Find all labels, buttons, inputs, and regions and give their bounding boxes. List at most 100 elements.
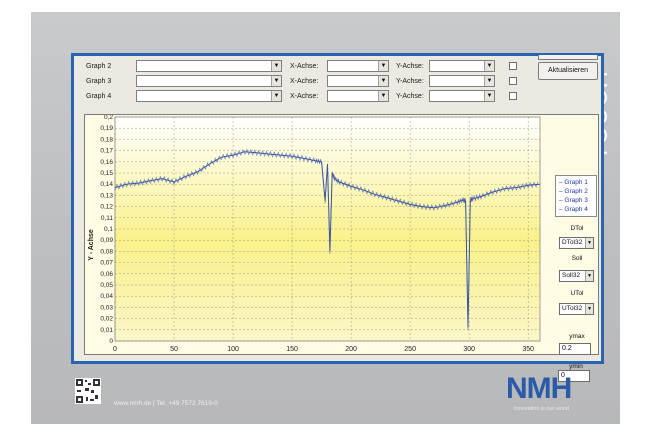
x-axis-label: X-Achse: xyxy=(290,78,319,85)
y-axis-title: Y - Achse xyxy=(88,229,95,261)
x-tick-label: 50 xyxy=(170,346,178,353)
y-tick-label: 0,13 xyxy=(100,192,113,199)
legend-item: – Graph 4 xyxy=(559,206,588,213)
chevron-down-icon[interactable]: ▼ xyxy=(484,61,494,71)
y-axis-select[interactable]: ▼ xyxy=(429,60,495,72)
graph-select[interactable]: ▼ xyxy=(136,90,282,102)
ymax-input[interactable]: 0.2 xyxy=(559,343,591,355)
x-tick-labels: 0 50 100 150 200 250 300 350 xyxy=(113,346,534,353)
legend-label: Graph 1 xyxy=(564,179,588,186)
y-tick-label: 0,02 xyxy=(100,316,113,323)
legend-label: Graph 2 xyxy=(564,188,588,195)
app-window: Graph 2 ▼ X-Achse: ▼ Y-Achse: ▼ Graph 3 … xyxy=(71,53,604,382)
graph-label: Graph 4 xyxy=(86,93,112,100)
y-tick-label: 0,07 xyxy=(100,260,113,267)
y-tick-label: 0,18 xyxy=(100,136,113,143)
x-tick-label: 150 xyxy=(286,346,298,353)
chevron-down-icon[interactable]: ▼ xyxy=(271,91,281,101)
y-tick-label: 0 xyxy=(109,338,113,345)
x-tick-label: 0 xyxy=(113,346,117,353)
y-tick-label: 0,09 xyxy=(100,237,113,244)
legend-item: – Graph 2 xyxy=(559,188,588,195)
utol-value: UTol32 xyxy=(562,305,583,312)
ymin-label: ymin xyxy=(569,363,583,370)
graph-select[interactable]: ▼ xyxy=(136,60,282,72)
contact-text: www.nmh.de | Tel. +49 7572 7619-0 xyxy=(114,400,218,407)
dtol-value: DTol32 xyxy=(562,239,583,246)
grid xyxy=(114,116,541,342)
graph-label: Graph 2 xyxy=(86,63,112,70)
graph-select[interactable]: ▼ xyxy=(136,75,282,87)
chevron-down-icon[interactable]: ▼ xyxy=(484,91,494,101)
x-axis-select[interactable]: ▼ xyxy=(327,90,389,102)
graph-checkbox[interactable] xyxy=(509,62,517,70)
x-tick-label: 250 xyxy=(404,346,416,353)
legend-item: – Graph 3 xyxy=(559,197,588,204)
x-axis-label: X-Achse: xyxy=(290,93,319,100)
y-tick-label: 0,01 xyxy=(100,327,113,334)
chevron-down-icon[interactable]: ▼ xyxy=(271,61,281,71)
legend: – Graph 1 – Graph 2 – Graph 3 – Graph 4 xyxy=(555,175,597,217)
soll-label: Soll xyxy=(571,255,583,262)
x-axis-label: X-Achse: xyxy=(290,63,319,70)
graph-label: Graph 3 xyxy=(86,78,112,85)
y-tick-label: 0,12 xyxy=(100,204,113,211)
series-noise xyxy=(114,148,539,331)
dtol-label: DTol xyxy=(570,225,584,232)
y-tick-label: 0,06 xyxy=(100,271,113,278)
qr-code xyxy=(75,378,101,404)
y-axis-label: Y-Achse: xyxy=(396,63,424,70)
graph-checkbox[interactable] xyxy=(509,77,517,85)
y-axis-label: Y-Achse: xyxy=(396,93,424,100)
chevron-down-icon[interactable]: ▼ xyxy=(378,76,388,86)
x-tick-label: 300 xyxy=(463,346,475,353)
chevron-down-icon[interactable]: ▼ xyxy=(585,238,593,248)
refresh-button[interactable]: Aktualisieren xyxy=(538,62,598,80)
hidden-button-edge xyxy=(538,55,598,60)
soll-value: Soll32 xyxy=(562,272,581,279)
y-axis-select[interactable]: ▼ xyxy=(429,75,495,87)
chevron-down-icon[interactable]: ▼ xyxy=(585,304,593,314)
y-axis-label: Y-Achse: xyxy=(396,78,424,85)
graph-row-3: Graph 3 ▼ X-Achse: ▼ Y-Achse: ▼ xyxy=(74,75,534,89)
y-tick-label: 0,11 xyxy=(101,215,114,222)
y-tick-label: 0,05 xyxy=(100,282,113,289)
plot-border xyxy=(114,116,541,342)
legend-item: – Graph 1 xyxy=(559,179,588,186)
graph-checkbox[interactable] xyxy=(509,92,517,100)
x-tick-label: 200 xyxy=(345,346,357,353)
y-tick-label: 0,1 xyxy=(104,226,113,233)
y-tick-label: 0,2 xyxy=(104,115,113,121)
graph-area: 0,2 0,19 0,18 0,17 0,16 0,15 0,14 0,13 0,12 0,11 0… xyxy=(84,114,599,355)
ymax-label: ymax xyxy=(569,333,585,340)
x-tick-label: 100 xyxy=(227,346,239,353)
line-chart: 0,20,190,180,170,160,150,140,130,120,110… xyxy=(88,115,541,353)
legend-label: Graph 3 xyxy=(564,197,588,204)
y-tick-label: 0,08 xyxy=(100,248,113,255)
qr-code-icon xyxy=(75,378,101,404)
soll-select[interactable]: Soll32 ▼ xyxy=(559,270,594,282)
chevron-down-icon[interactable]: ▼ xyxy=(378,91,388,101)
chevron-down-icon[interactable]: ▼ xyxy=(378,61,388,71)
chevron-down-icon[interactable]: ▼ xyxy=(484,76,494,86)
y-axis-select[interactable]: ▼ xyxy=(429,90,495,102)
chevron-down-icon[interactable]: ▼ xyxy=(271,76,281,86)
app-window-body: Graph 2 ▼ X-Achse: ▼ Y-Achse: ▼ Graph 3 … xyxy=(74,55,601,382)
y-tick-label: 0,16 xyxy=(100,159,113,166)
utol-label: UTol xyxy=(570,290,584,297)
utol-select[interactable]: UTol32 ▼ xyxy=(559,303,594,315)
graph-row-4: Graph 4 ▼ X-Achse: ▼ Y-Achse: ▼ xyxy=(74,90,534,104)
y-tick-label: 0,04 xyxy=(100,293,113,300)
y-tick-label: 0,19 xyxy=(100,125,113,132)
x-tick-label: 350 xyxy=(522,346,534,353)
y-tick-label: 0,03 xyxy=(100,304,113,311)
y-tick-label: 0,14 xyxy=(100,181,113,188)
y-tick-labels: 0,2 0,19 0,18 0,17 0,16 0,15 0,14 0,13 0,12 0,11 0… xyxy=(100,115,113,345)
dtol-select[interactable]: DTol32 ▼ xyxy=(559,237,594,249)
x-axis-select[interactable]: ▼ xyxy=(327,75,389,87)
x-axis-select[interactable]: ▼ xyxy=(327,60,389,72)
nmh-logo: NMH xyxy=(506,372,572,405)
chevron-down-icon[interactable]: ▼ xyxy=(585,271,593,281)
y-tick-label: 0,15 xyxy=(100,170,113,177)
ymin-input[interactable]: 0 xyxy=(558,370,590,382)
